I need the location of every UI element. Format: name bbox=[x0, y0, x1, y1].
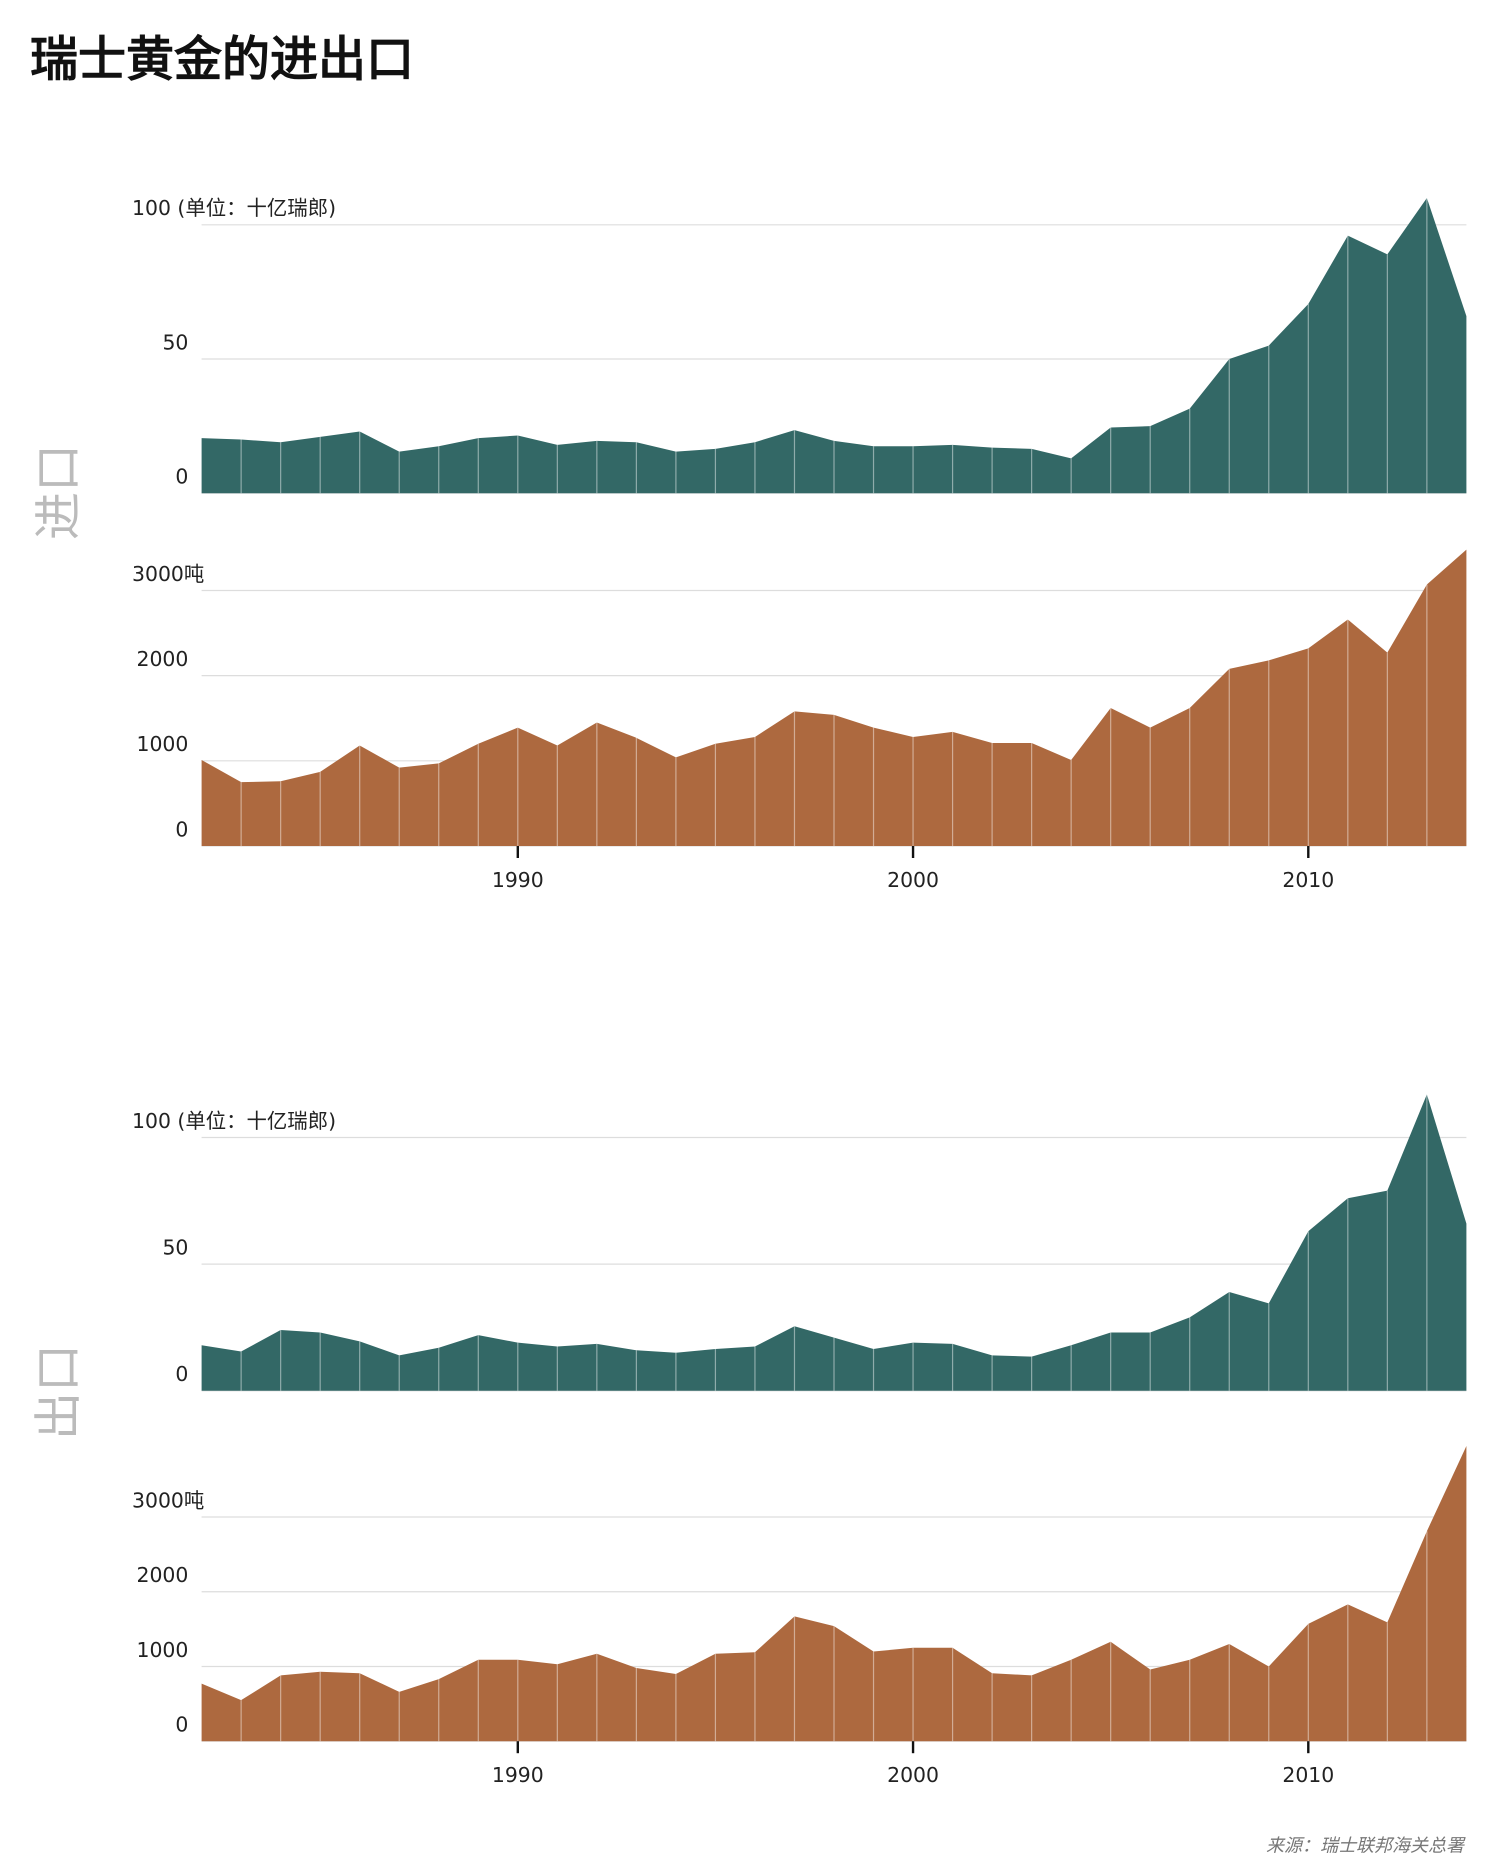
x-tick-label: 2010 bbox=[1282, 1763, 1334, 1787]
y-tick-label: 3000吨 bbox=[132, 562, 204, 586]
x-tick-label: 2010 bbox=[1282, 868, 1334, 892]
y-tick-label: 0 bbox=[175, 1362, 188, 1386]
title: 瑞士黄金的进出口 bbox=[30, 32, 414, 88]
y-tick-label: 1000 bbox=[136, 1638, 188, 1662]
x-tick-label: 1990 bbox=[492, 1763, 544, 1787]
y-tick-label: 50 bbox=[162, 1236, 188, 1260]
source: 来源：瑞士联邦海关总署 bbox=[1266, 1836, 1466, 1857]
section-label: 进口 bbox=[30, 444, 86, 540]
y-tick-label: 0 bbox=[175, 465, 188, 489]
y-tick-label: 2000 bbox=[136, 1563, 188, 1587]
x-tick-label: 2000 bbox=[887, 868, 939, 892]
x-tick-label: 1990 bbox=[492, 868, 544, 892]
section-label: 出口 bbox=[30, 1344, 86, 1440]
y-tick-label: 3000吨 bbox=[132, 1488, 204, 1512]
area bbox=[201, 1446, 1467, 1742]
x-tick-label: 2000 bbox=[887, 1763, 939, 1787]
y-tick-label: 100 (单位：十亿瑞郎) bbox=[132, 1109, 336, 1133]
y-tick-label: 0 bbox=[175, 1713, 188, 1737]
y-tick-label: 100 (单位：十亿瑞郎) bbox=[132, 196, 336, 220]
y-tick-label: 1000 bbox=[136, 732, 188, 756]
area bbox=[201, 549, 1467, 846]
area bbox=[201, 198, 1467, 494]
y-tick-label: 2000 bbox=[136, 647, 188, 671]
y-tick-label: 50 bbox=[162, 330, 188, 354]
y-tick-label: 0 bbox=[175, 817, 188, 841]
area bbox=[201, 1094, 1467, 1391]
